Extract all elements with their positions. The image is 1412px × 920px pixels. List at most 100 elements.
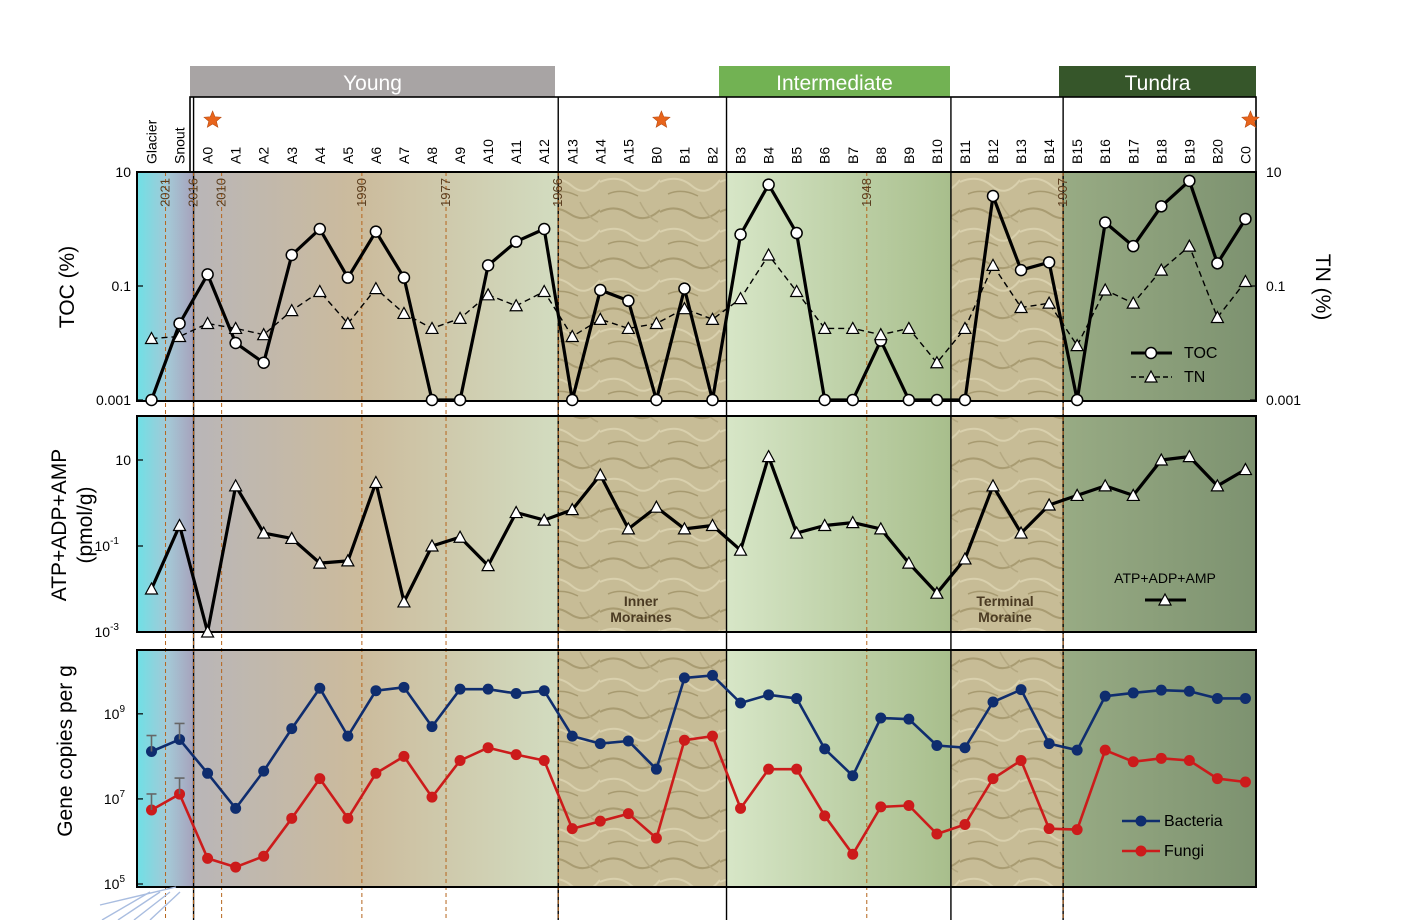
year-marker-label: 2021: [158, 178, 173, 207]
terminal-moraine-region: [950, 416, 1064, 632]
glacier-fan-line: [117, 891, 161, 920]
year-marker-label: 1966: [550, 178, 565, 207]
glacier-fan-line: [101, 891, 151, 920]
data-point: [1071, 824, 1083, 836]
data-point: [1099, 744, 1111, 756]
data-point: [847, 848, 859, 860]
data-point: [621, 321, 636, 335]
year-marker-label: 1907: [1055, 178, 1070, 207]
y-tick-label: 10: [115, 452, 131, 468]
data-point: [229, 336, 242, 350]
data-point: [369, 225, 383, 238]
data-point: [1127, 239, 1140, 253]
data-point: [1042, 295, 1057, 309]
data-point: [201, 268, 214, 281]
data-point: [1239, 692, 1251, 704]
data-point: [509, 505, 524, 519]
data-point: [1239, 776, 1251, 788]
station-label: B20: [1209, 139, 1225, 164]
legend-marker: [1144, 346, 1158, 360]
data-point: [649, 316, 664, 330]
station-label: B3: [733, 147, 749, 164]
data-point: [285, 248, 298, 262]
data-point: [903, 713, 915, 725]
data-point: [1183, 755, 1195, 767]
data-point: [256, 525, 271, 539]
data-point: [1154, 452, 1169, 466]
station-label: A14: [592, 139, 608, 164]
station-label: B4: [761, 147, 777, 164]
data-point: [1155, 752, 1167, 764]
data-point: [1126, 488, 1141, 502]
station-label: B14: [1041, 139, 1057, 164]
data-point: [845, 515, 860, 529]
data-point: [650, 832, 662, 844]
station-label: A9: [452, 147, 468, 164]
data-point: [312, 555, 327, 569]
data-point: [901, 321, 916, 335]
data-point: [594, 815, 606, 827]
data-point: [677, 521, 692, 535]
data-point: [650, 763, 662, 775]
glacier-fan-line: [133, 891, 171, 920]
data-point: [985, 478, 1001, 492]
station-label: A4: [312, 147, 328, 164]
data-point: [622, 735, 634, 747]
y-tick-label: 10-3: [95, 622, 120, 640]
y-axis-title-right: TN (%): [1311, 254, 1334, 321]
data-point: [228, 321, 243, 335]
data-point: [735, 697, 747, 709]
data-point: [902, 393, 916, 407]
y-tick-label: 10: [115, 164, 131, 180]
data-point: [929, 585, 944, 599]
data-point: [846, 393, 859, 407]
series-line-tn: [151, 245, 1247, 364]
data-point: [286, 812, 298, 824]
data-point: [734, 228, 747, 241]
data-point: [678, 282, 691, 295]
data-point: [847, 770, 859, 782]
data-point: [763, 763, 775, 775]
data-point: [341, 271, 355, 284]
data-point: [202, 852, 214, 864]
tundra-region: [1063, 416, 1256, 632]
legend-label: Fungi: [1164, 843, 1204, 860]
y-tick-sup: -1: [110, 536, 119, 547]
data-point: [678, 672, 690, 684]
data-point: [929, 355, 944, 369]
data-point: [985, 258, 1001, 271]
station-label: B6: [817, 147, 833, 164]
data-point: [453, 529, 468, 543]
data-point: [959, 742, 971, 754]
data-point: [342, 730, 354, 742]
data-point: [173, 317, 186, 330]
station-label: Glacier: [144, 119, 160, 164]
data-point: [1183, 685, 1195, 697]
data-point: [1098, 216, 1112, 229]
data-point: [706, 393, 719, 407]
data-point: [1182, 449, 1197, 463]
data-point: [537, 512, 552, 526]
y-tick-label: 109: [104, 704, 126, 722]
data-point: [172, 518, 187, 532]
data-point: [202, 767, 214, 779]
data-point: [396, 594, 411, 608]
data-point: [397, 271, 411, 284]
data-point: [1210, 310, 1225, 324]
data-point: [145, 393, 158, 407]
data-point: [1098, 282, 1113, 296]
data-point: [1070, 488, 1085, 502]
data-point: [1015, 684, 1027, 696]
data-point: [594, 738, 606, 750]
data-point: [791, 763, 803, 775]
data-point: [258, 765, 270, 777]
data-point: [284, 531, 299, 545]
data-point: [987, 696, 999, 708]
data-point: [763, 689, 775, 701]
moraine-label: Inner: [624, 593, 659, 609]
data-point: [791, 692, 803, 704]
data-point: [958, 393, 972, 407]
data-point: [875, 801, 887, 813]
data-point: [426, 791, 438, 803]
data-point: [538, 755, 550, 767]
